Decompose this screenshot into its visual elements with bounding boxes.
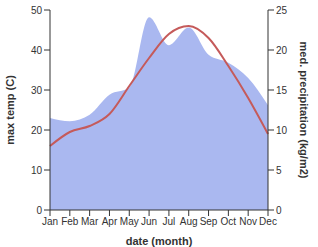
- svg-text:Mar: Mar: [81, 216, 99, 227]
- svg-text:Apr: Apr: [102, 216, 118, 227]
- svg-text:5: 5: [276, 165, 282, 176]
- svg-text:Aug: Aug: [180, 216, 198, 227]
- svg-text:15: 15: [276, 85, 288, 96]
- svg-text:Sep: Sep: [200, 216, 218, 227]
- svg-text:0: 0: [36, 205, 42, 216]
- svg-text:Nov: Nov: [239, 216, 257, 227]
- svg-text:0: 0: [276, 205, 282, 216]
- svg-text:May: May: [120, 216, 139, 227]
- svg-text:Jun: Jun: [141, 216, 157, 227]
- svg-text:25: 25: [276, 5, 288, 16]
- svg-text:Oct: Oct: [221, 216, 237, 227]
- svg-text:max temp (C): max temp (C): [8, 75, 16, 145]
- svg-text:30: 30: [31, 85, 43, 96]
- svg-text:20: 20: [31, 125, 43, 136]
- svg-text:50: 50: [31, 5, 43, 16]
- svg-text:Dec: Dec: [259, 216, 277, 227]
- svg-text:40: 40: [31, 45, 43, 56]
- svg-text:Feb: Feb: [61, 216, 79, 227]
- svg-text:10: 10: [276, 125, 288, 136]
- svg-text:20: 20: [276, 45, 288, 56]
- svg-text:Jan: Jan: [42, 216, 58, 227]
- svg-text:10: 10: [31, 165, 43, 176]
- svg-text:Jul: Jul: [163, 216, 176, 227]
- svg-text:med. precipitation (kg/m2): med. precipitation (kg/m2): [298, 42, 310, 179]
- svg-text:date (month): date (month): [126, 235, 193, 247]
